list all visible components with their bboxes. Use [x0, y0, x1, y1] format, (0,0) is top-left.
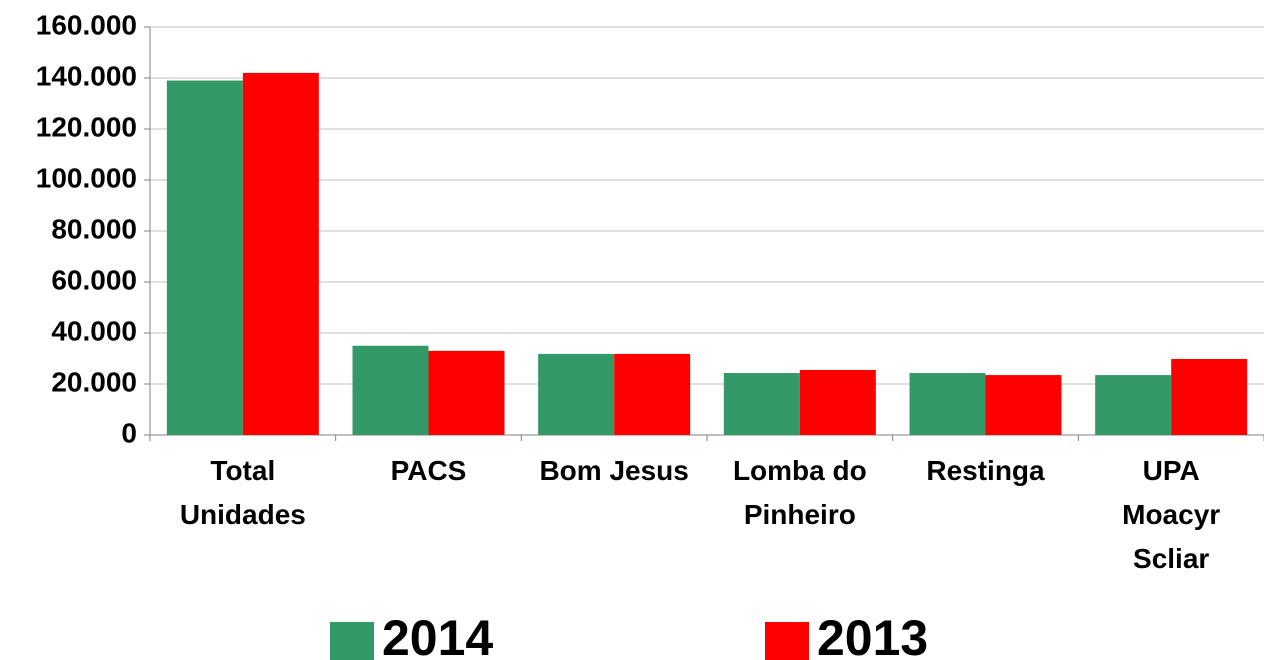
x-tick-label: Total Unidades: [179, 455, 306, 530]
x-tick-label: Restinga: [926, 455, 1045, 486]
bar: [242, 72, 319, 436]
y-tick-label: 40.000: [51, 315, 137, 346]
bar: [538, 353, 615, 435]
y-tick-label: 120.000: [36, 111, 137, 142]
x-tick-label: UPA Moacyr Scliar: [1122, 455, 1221, 574]
bar: [352, 345, 429, 435]
bar: [985, 375, 1062, 435]
bar: [799, 369, 876, 435]
bar: [1095, 375, 1172, 435]
legend-label: 2013: [817, 610, 928, 660]
bar: [428, 350, 505, 435]
legend-swatch: [330, 622, 374, 660]
y-tick-label: 140.000: [36, 60, 137, 91]
y-tick-label: 100.000: [36, 162, 137, 193]
bar: [723, 373, 800, 435]
x-tick-label: Bom Jesus: [539, 455, 689, 486]
x-tick-label: PACS: [390, 455, 467, 486]
y-tick-label: 60.000: [51, 264, 137, 295]
x-tick-label: Lomba do Pinheiro: [732, 455, 867, 530]
y-tick-label: 20.000: [51, 366, 137, 397]
bar: [614, 353, 691, 435]
legend-swatch: [765, 622, 809, 660]
y-tick-label: 0: [121, 417, 137, 448]
y-tick-label: 160.000: [36, 9, 137, 40]
legend-label: 2014: [382, 610, 493, 660]
bar: [1171, 359, 1248, 435]
bar: [909, 373, 986, 435]
bar: [166, 80, 243, 436]
y-tick-label: 80.000: [51, 213, 137, 244]
